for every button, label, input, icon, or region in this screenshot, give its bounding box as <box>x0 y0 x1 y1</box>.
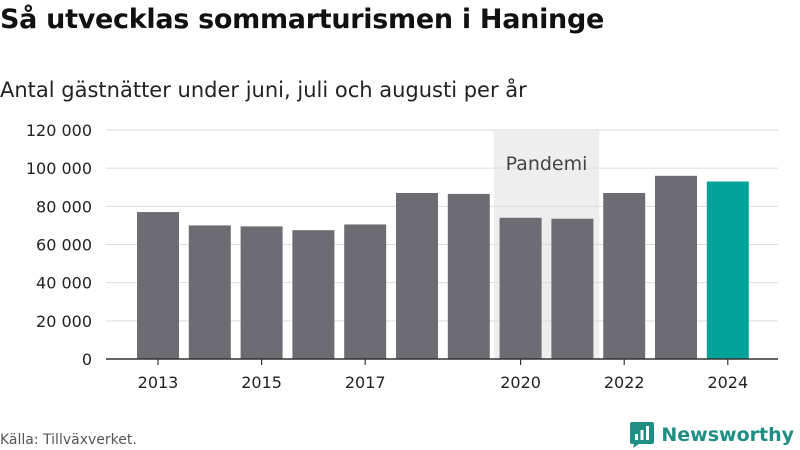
y-tick-label: 120 000 <box>26 121 92 140</box>
bar-2019 <box>447 193 490 359</box>
bar-2022 <box>603 192 646 359</box>
bar-2020 <box>499 217 542 359</box>
y-tick-label: 0 <box>82 350 92 369</box>
pandemic-label: Pandemi <box>506 153 588 175</box>
bar-2014 <box>188 225 231 359</box>
bar-2016 <box>292 230 335 359</box>
bar-2015 <box>240 226 283 359</box>
x-tick-label: 2017 <box>345 373 386 392</box>
bar-chart-logo-icon <box>630 422 655 448</box>
bar-2021 <box>551 218 594 359</box>
x-tick-label: 2022 <box>604 373 645 392</box>
bar-2024 <box>706 181 749 359</box>
y-tick-label: 40 000 <box>36 274 92 293</box>
y-tick-label: 60 000 <box>36 236 92 255</box>
x-tick-label: 2015 <box>241 373 282 392</box>
source-note: Källa: Tillväxverket. <box>0 432 137 448</box>
x-tick-label: 2020 <box>500 373 541 392</box>
chart-title: Så utvecklas sommarturismen i Haninge <box>0 4 604 35</box>
bar-2017 <box>344 224 387 359</box>
x-tick-label: 2024 <box>707 373 748 392</box>
x-tick-label: 2013 <box>138 373 179 392</box>
brand-name: Newsworthy <box>661 424 794 446</box>
y-tick-label: 100 000 <box>26 159 92 178</box>
y-tick-label: 20 000 <box>36 312 92 331</box>
bar-chart: 0 20 000 40 000 60 000 80 000 100 000 120 000 P… <box>26 121 778 392</box>
y-tick-label: 80 000 <box>36 197 92 216</box>
chart-subtitle: Antal gästnätter under juni, juli och au… <box>0 78 527 102</box>
bar-2023 <box>655 175 697 359</box>
brand-logo: Newsworthy <box>629 420 794 450</box>
bar-2013 <box>137 212 179 359</box>
bar-2018 <box>396 192 438 359</box>
